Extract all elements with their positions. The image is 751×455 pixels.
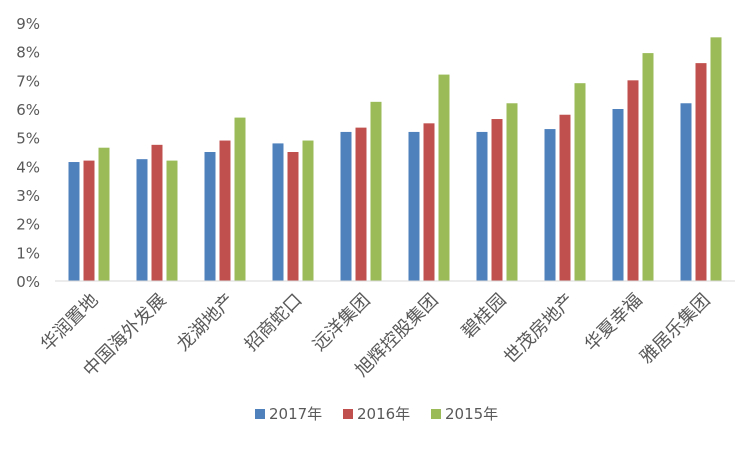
x-tick-label: 世茂房地产 bbox=[500, 290, 578, 368]
y-tick-label: 7% bbox=[16, 72, 40, 90]
x-tick-label: 华润置地 bbox=[37, 290, 103, 356]
y-tick-label: 3% bbox=[16, 187, 40, 205]
bar bbox=[340, 131, 352, 281]
y-tick-label: 1% bbox=[16, 244, 40, 262]
y-tick-label: 5% bbox=[16, 130, 40, 148]
x-tick-label: 远洋集团 bbox=[309, 290, 375, 356]
bar bbox=[83, 160, 95, 281]
bar bbox=[612, 109, 624, 281]
bar bbox=[204, 152, 216, 281]
y-tick-label: 6% bbox=[16, 101, 40, 119]
bar bbox=[506, 103, 518, 282]
bar bbox=[695, 63, 707, 282]
legend-label: 2017年 bbox=[269, 405, 322, 423]
bar bbox=[219, 140, 231, 281]
bars bbox=[68, 37, 722, 282]
bar bbox=[491, 119, 503, 282]
x-tick-label: 雅居乐集团 bbox=[636, 290, 714, 368]
bar bbox=[355, 127, 367, 281]
legend-swatch bbox=[431, 409, 441, 419]
legend: 2017年 2016年 2015年 bbox=[255, 405, 498, 423]
bar bbox=[544, 129, 556, 281]
bar bbox=[710, 37, 722, 282]
bar bbox=[136, 159, 148, 281]
bar bbox=[438, 74, 450, 281]
legend-swatch bbox=[255, 409, 265, 419]
bar bbox=[370, 101, 382, 281]
bar bbox=[151, 144, 163, 281]
x-tick-label: 招商蛇口 bbox=[241, 290, 307, 356]
legend-swatch bbox=[343, 409, 353, 419]
y-axis: 0% 1% 2% 3% 4% 5% 6% 7% 8% 9% bbox=[16, 15, 40, 291]
bar bbox=[574, 83, 586, 281]
bar bbox=[68, 162, 80, 281]
y-tick-label: 4% bbox=[16, 158, 40, 176]
bar bbox=[423, 123, 435, 281]
x-tick-label: 碧桂园 bbox=[458, 290, 511, 343]
bar bbox=[272, 143, 284, 281]
bar bbox=[302, 140, 314, 281]
bar bbox=[234, 117, 246, 281]
y-tick-label: 0% bbox=[16, 273, 40, 291]
bar bbox=[287, 152, 299, 281]
x-tick-label: 龙湖地产 bbox=[173, 290, 239, 356]
y-tick-label: 8% bbox=[16, 44, 40, 62]
legend-label: 2015年 bbox=[445, 405, 498, 423]
x-tick-label: 华夏幸福 bbox=[581, 290, 647, 356]
bar bbox=[559, 114, 571, 281]
y-tick-label: 2% bbox=[16, 216, 40, 234]
bar bbox=[98, 147, 110, 281]
bar bbox=[408, 131, 420, 281]
bar bbox=[680, 103, 692, 282]
bar bbox=[166, 160, 178, 281]
bar bbox=[627, 80, 639, 281]
y-tick-label: 9% bbox=[16, 15, 40, 33]
bar bbox=[642, 53, 654, 281]
legend-label: 2016年 bbox=[357, 405, 410, 423]
bar bbox=[476, 131, 488, 281]
